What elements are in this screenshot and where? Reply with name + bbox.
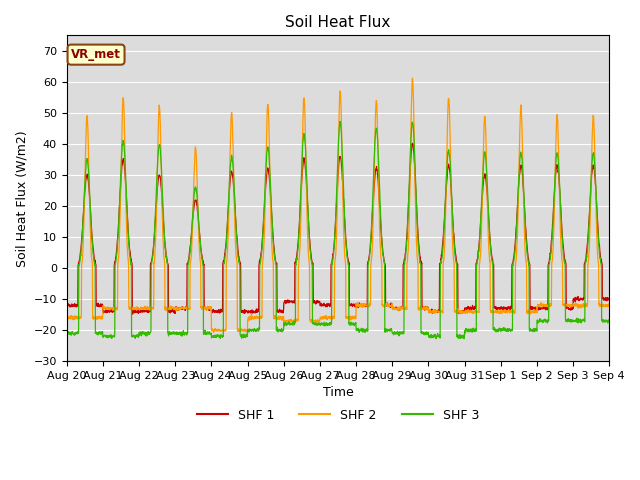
SHF 1 bbox=[558, 223, 566, 228]
SHF 1 bbox=[605, 296, 613, 301]
SHF 2 bbox=[214, 328, 222, 334]
SHF 3 bbox=[605, 318, 613, 324]
Y-axis label: Soil Heat Flux (W/m2): Soil Heat Flux (W/m2) bbox=[15, 130, 28, 266]
SHF 3 bbox=[337, 119, 344, 124]
Line: SHF 1: SHF 1 bbox=[67, 144, 609, 314]
SHF 3 bbox=[214, 333, 222, 339]
Title: Soil Heat Flux: Soil Heat Flux bbox=[285, 15, 390, 30]
Line: SHF 2: SHF 2 bbox=[67, 78, 609, 333]
SHF 3 bbox=[496, 327, 504, 333]
SHF 3 bbox=[573, 315, 580, 321]
Text: VR_met: VR_met bbox=[71, 48, 121, 61]
SHF 1 bbox=[63, 302, 70, 308]
SHF 1 bbox=[354, 301, 362, 307]
SHF 1 bbox=[129, 311, 136, 317]
Line: SHF 3: SHF 3 bbox=[67, 121, 609, 339]
SHF 1 bbox=[573, 296, 580, 301]
SHF 2 bbox=[210, 330, 218, 336]
SHF 2 bbox=[365, 300, 373, 306]
SHF 2 bbox=[605, 303, 613, 309]
SHF 1 bbox=[214, 307, 222, 313]
Legend: SHF 1, SHF 2, SHF 3: SHF 1, SHF 2, SHF 3 bbox=[191, 404, 484, 427]
SHF 1 bbox=[496, 306, 504, 312]
SHF 1 bbox=[365, 251, 373, 257]
SHF 2 bbox=[496, 309, 504, 314]
SHF 2 bbox=[573, 302, 580, 308]
SHF 3 bbox=[460, 336, 468, 342]
SHF 2 bbox=[558, 255, 566, 261]
SHF 2 bbox=[63, 316, 70, 322]
SHF 3 bbox=[558, 228, 566, 233]
SHF 3 bbox=[365, 253, 373, 259]
X-axis label: Time: Time bbox=[323, 386, 353, 399]
SHF 2 bbox=[354, 301, 362, 307]
SHF 3 bbox=[63, 330, 70, 336]
SHF 2 bbox=[408, 75, 416, 81]
SHF 1 bbox=[409, 141, 417, 146]
SHF 3 bbox=[354, 328, 362, 334]
